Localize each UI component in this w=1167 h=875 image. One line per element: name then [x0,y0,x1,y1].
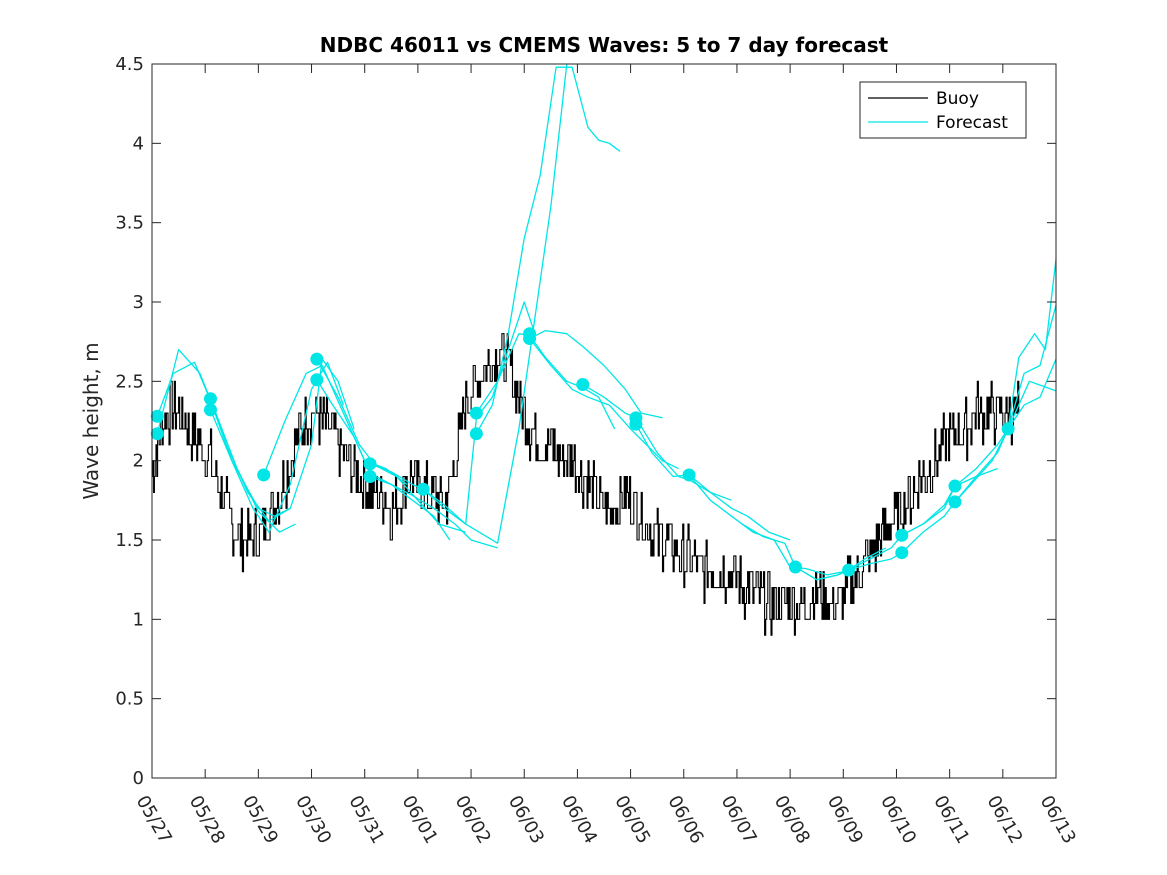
x-tick-label: 05/27 [132,792,176,847]
x-tick-label: 05/30 [291,792,335,847]
forecast-series-line [263,364,408,486]
x-tick-label: 06/07 [717,792,761,847]
x-tick-label: 06/12 [982,792,1026,847]
x-tick-label: 06/06 [663,792,707,847]
forecast-series-line [635,423,791,541]
forecast-marker [203,403,217,417]
forecast-series-line [848,380,1057,571]
x-tick-label: 06/10 [876,792,920,847]
chart-title: NDBC 46011 vs CMEMS Waves: 5 to 7 day fo… [320,33,889,57]
forecast-marker [788,560,802,574]
forecast-series-line [209,361,345,533]
x-tick-label: 06/11 [929,792,973,847]
forecast-marker [1001,422,1015,436]
forecast-marker [948,479,962,493]
forecast-series-layer [156,63,1057,581]
y-tick-label: 0 [133,768,144,789]
legend-box [859,81,1027,139]
forecast-marker [469,406,483,420]
forecast-marker [257,468,271,482]
forecast-series-line [1007,358,1057,430]
y-tick-label: 4.5 [115,54,144,75]
x-tick-label: 06/03 [504,792,548,847]
forecast-series-line [156,348,296,533]
forecast-series-line [475,333,616,430]
x-tick-label: 05/31 [344,792,388,847]
forecast-marker [310,352,324,366]
forecast-series-line [369,63,568,544]
x-tick-label: 06/01 [398,792,442,847]
y-tick-label: 3 [133,292,144,313]
x-tick-label: 06/05 [610,792,654,847]
forecast-series-line [582,383,732,501]
x-tick-label: 06/08 [770,792,814,847]
y-tick-label: 1.5 [115,530,144,551]
y-tick-label: 2 [133,451,144,472]
forecast-marker [363,470,377,484]
forecast-marker [576,378,590,392]
forecast-series-line [369,475,498,549]
forecast-marker [948,495,962,509]
forecast-marker [150,409,164,423]
x-tick-label: 06/04 [557,792,601,847]
plot-frame [151,63,1057,779]
forecast-marker [895,528,909,542]
y-tick-label: 4 [133,133,144,154]
forecast-marker [629,417,643,431]
forecast-series-line [529,329,663,419]
forecast-marker [682,468,696,482]
y-tick-label: 0.5 [115,689,144,710]
plot-background [152,64,1056,778]
x-tick-label: 05/28 [185,792,229,847]
x-tick-label: 06/09 [823,792,867,847]
legend: Buoy Forecast [859,81,1027,139]
forecast-series-line [316,379,451,541]
y-axis: 0 0.5 1 1.5 2 2.5 3 3.5 4 4.5 [115,54,1056,789]
y-tick-label: 3.5 [115,213,144,234]
forecast-series-line [316,358,466,533]
forecast-series-line [209,358,355,522]
forecast-series-line [475,66,621,435]
x-tick-label: 05/29 [238,792,282,847]
forecast-marker [363,457,377,471]
forecast-series-line [422,301,536,525]
y-tick-label: 1 [133,609,144,630]
buoy-series-layer [152,333,1020,636]
forecast-marker [842,563,856,577]
forecast-marker [416,482,430,496]
forecast-marker [310,373,324,387]
forecast-marker [523,331,537,345]
forecast-series-line [529,338,679,470]
forecast-marker [203,392,217,406]
y-tick-label: 2.5 [115,371,144,392]
forecast-series-line [901,259,1057,536]
forecast-marker [895,546,909,560]
buoy-series-line [152,333,1020,636]
x-tick-label: 06/13 [1036,792,1080,847]
y-axis-label: Wave height, m [79,342,103,499]
forecast-marker-layer [150,327,1015,577]
forecast-marker [469,427,483,441]
legend-label-forecast: Forecast [936,113,1008,133]
legend-label-buoy: Buoy [936,89,979,109]
forecast-marker [150,427,164,441]
x-tick-label: 06/02 [451,792,495,847]
